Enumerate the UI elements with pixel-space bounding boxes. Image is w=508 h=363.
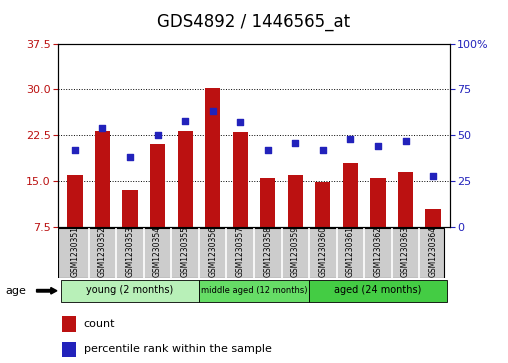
Point [264, 147, 272, 153]
Text: GSM1230354: GSM1230354 [153, 226, 162, 277]
Point [291, 140, 299, 146]
Text: GSM1230359: GSM1230359 [291, 226, 300, 277]
Point [153, 132, 162, 138]
Text: GSM1230360: GSM1230360 [319, 226, 327, 277]
Bar [398, 172, 413, 227]
Bar [199, 280, 309, 302]
Bar [309, 280, 447, 302]
Text: GSM1230352: GSM1230352 [98, 226, 107, 277]
Point [429, 173, 437, 179]
Point [209, 109, 217, 114]
Point [126, 154, 134, 160]
Point [374, 143, 382, 149]
Text: count: count [84, 319, 115, 329]
Text: percentile rank within the sample: percentile rank within the sample [84, 344, 272, 355]
Text: GSM1230355: GSM1230355 [181, 226, 189, 277]
Text: GSM1230357: GSM1230357 [236, 226, 245, 277]
Text: aged (24 months): aged (24 months) [334, 285, 422, 295]
Point [71, 147, 79, 153]
Point [319, 147, 327, 153]
Bar [370, 178, 386, 227]
Bar [62, 316, 76, 332]
Bar [95, 131, 110, 227]
Point [401, 138, 409, 144]
Text: GSM1230364: GSM1230364 [429, 226, 437, 277]
Bar [315, 182, 330, 227]
Text: GDS4892 / 1446565_at: GDS4892 / 1446565_at [157, 13, 351, 31]
Bar [62, 342, 76, 357]
Bar [205, 87, 220, 227]
Point [236, 119, 244, 125]
Point [346, 136, 355, 142]
Point [99, 125, 107, 131]
Text: age: age [5, 286, 26, 296]
Text: GSM1230362: GSM1230362 [373, 226, 383, 277]
Bar [178, 131, 193, 227]
Bar [61, 280, 199, 302]
Text: GSM1230351: GSM1230351 [71, 226, 79, 277]
Bar [122, 190, 138, 227]
Text: GSM1230358: GSM1230358 [263, 226, 272, 277]
Bar [150, 144, 165, 227]
Text: GSM1230353: GSM1230353 [125, 226, 135, 277]
Bar [260, 178, 275, 227]
Bar [68, 175, 82, 227]
Text: middle aged (12 months): middle aged (12 months) [201, 286, 307, 295]
Point [181, 118, 189, 123]
Bar [288, 175, 303, 227]
Text: young (2 months): young (2 months) [86, 285, 174, 295]
Bar [233, 132, 248, 227]
Text: GSM1230363: GSM1230363 [401, 226, 410, 277]
Text: GSM1230361: GSM1230361 [346, 226, 355, 277]
Bar [426, 208, 440, 227]
Bar [343, 163, 358, 227]
Text: GSM1230356: GSM1230356 [208, 226, 217, 277]
